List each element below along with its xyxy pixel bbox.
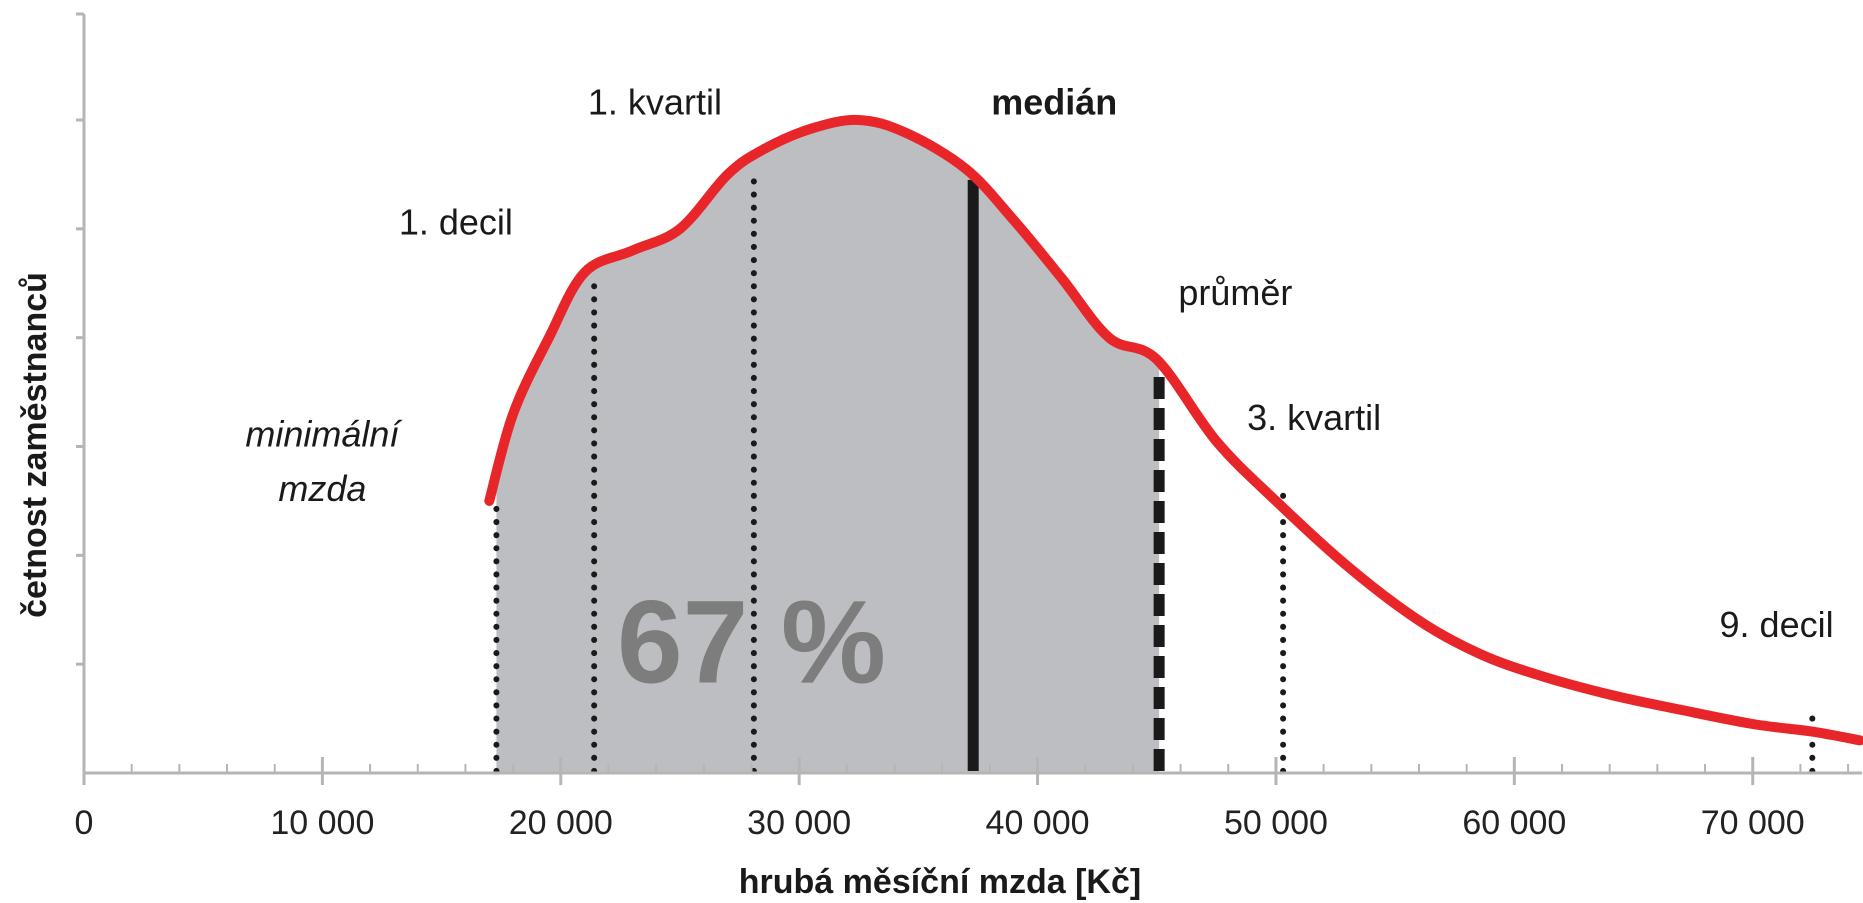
marker-lines	[493, 176, 1816, 774]
annotation-label: minimální	[245, 414, 402, 455]
x-tick-label: 50 000	[1224, 804, 1328, 842]
annotation-label: 3. kvartil	[1247, 397, 1381, 438]
x-tick-label: 30 000	[747, 804, 851, 842]
annotation-label: 1. decil	[399, 201, 513, 242]
annotation-label: mzda	[278, 468, 366, 509]
annotation-label: 9. decil	[1720, 604, 1834, 645]
shaded-area	[496, 119, 1160, 773]
annotations: minimální mzda 1. decil 1. kvartil medián prů…	[245, 82, 1833, 645]
y-axis-title: četnost zaměstnanců	[16, 272, 54, 618]
x-tick-label: 10 000	[270, 804, 374, 842]
annotation-label: medián	[991, 82, 1117, 123]
annotation-label: 1. kvartil	[588, 82, 722, 123]
x-tick-label: 0	[75, 804, 94, 842]
x-tick-label: 20 000	[509, 804, 613, 842]
annotation-label: průměr	[1178, 272, 1292, 313]
axes: 0 10 000 20 000 30 000 40 000 50 000 60 000 70 …	[75, 12, 1862, 842]
area-percentage-label: 67 %	[617, 576, 886, 708]
x-tick-label: 40 000	[986, 804, 1090, 842]
x-tick-label: 70 000	[1701, 804, 1805, 842]
x-tick-label: 60 000	[1462, 804, 1566, 842]
x-axis-title: hrubá měsíční mzda [Kč]	[739, 863, 1141, 901]
distribution-curve	[484, 114, 1863, 746]
